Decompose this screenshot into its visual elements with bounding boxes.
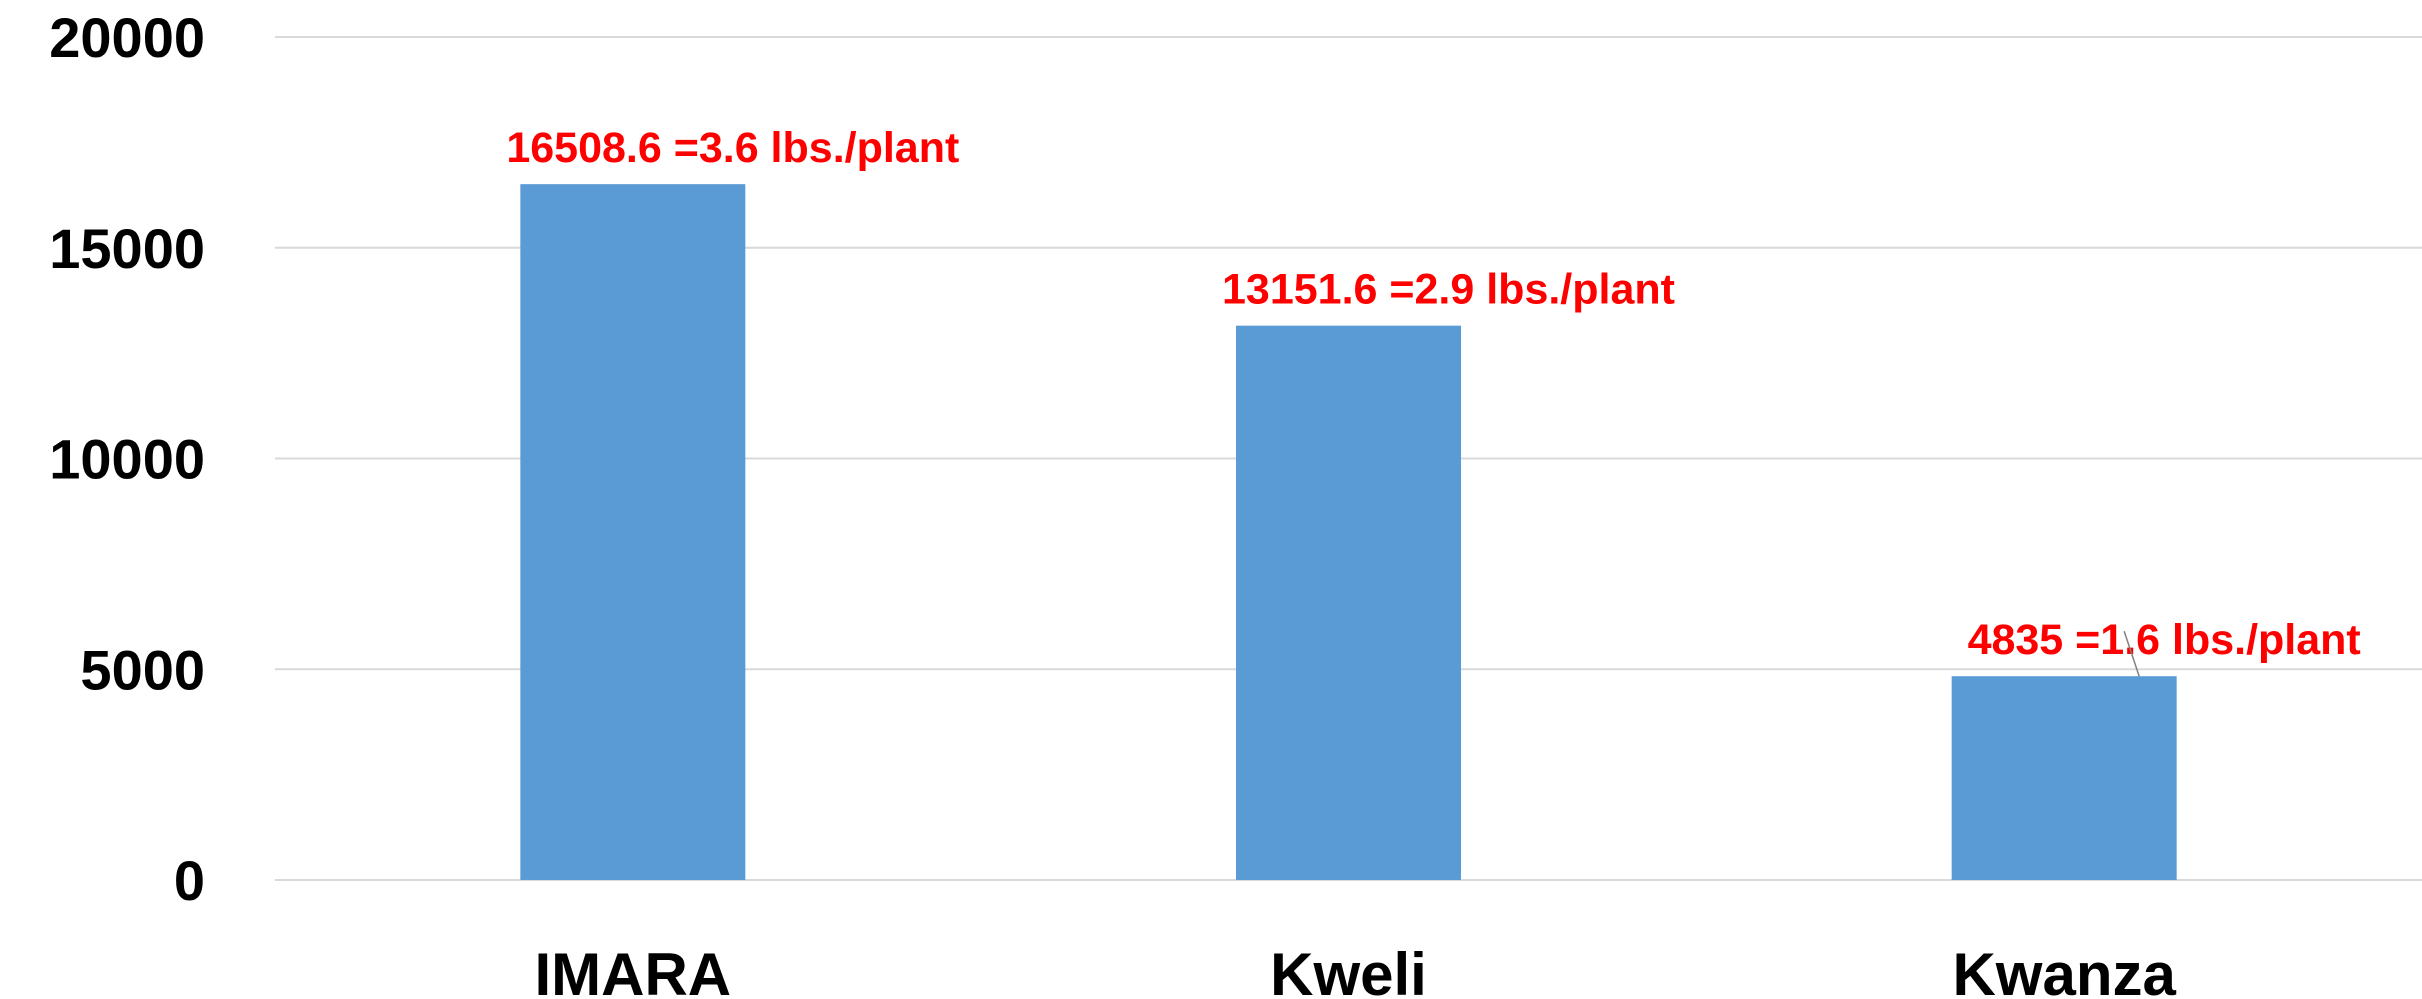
data-label-unit: =2.9 lbs./plant xyxy=(1377,266,1675,314)
y-tick-label: 0 xyxy=(174,849,205,912)
data-label-value: 4835 xyxy=(1968,616,2064,664)
y-tick-label: 5000 xyxy=(80,638,205,701)
x-category-label: Kweli xyxy=(1270,941,1427,999)
bar xyxy=(520,184,746,881)
x-category-label: Kwanza xyxy=(1952,941,2176,999)
data-labels: 16508.6 =3.6 lbs./plant 13151.6 =2.9 lbs.… xyxy=(506,124,2361,677)
bar xyxy=(1951,676,2177,880)
bars xyxy=(520,184,2177,881)
data-label: 16508.6 =3.6 lbs./plant xyxy=(506,124,959,172)
bar xyxy=(1236,325,1461,881)
data-label-value: 13151.6 xyxy=(1222,266,1377,314)
data-label-unit: =1.6 lbs./plant xyxy=(2063,616,2361,664)
y-tick-label: 20000 xyxy=(49,6,205,69)
data-label-unit: =3.6 lbs./plant xyxy=(662,124,960,172)
y-tick-label: 15000 xyxy=(49,217,205,280)
label-leader-line xyxy=(2123,630,2140,677)
y-tick-label: 10000 xyxy=(49,428,205,491)
data-label-value: 16508.6 xyxy=(506,124,661,172)
data-label: 13151.6 =2.9 lbs./plant xyxy=(1222,266,1675,314)
data-label: 4835 =1.6 lbs./plant xyxy=(1968,616,2361,664)
x-axis-categories: IMARA Kweli Kwanza xyxy=(535,941,2177,999)
x-category-label: IMARA xyxy=(535,941,732,999)
y-axis-ticks: 0 5000 10000 15000 20000 xyxy=(49,6,205,912)
